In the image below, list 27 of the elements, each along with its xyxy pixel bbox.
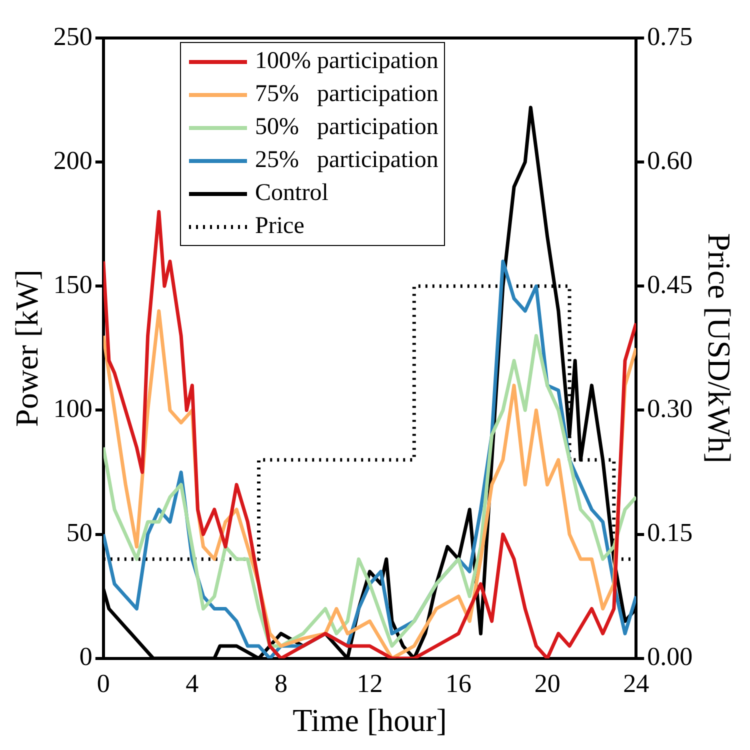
y2-tick-label: 0.00 [647, 642, 693, 672]
x-tick-label: 20 [534, 668, 560, 698]
y2-tick-label: 0.75 [647, 22, 693, 51]
y2-tick-label: 0.45 [647, 270, 693, 299]
y-tick-label: 150 [53, 270, 92, 299]
y-tick-label: 250 [53, 22, 92, 51]
legend-label: Price [255, 212, 304, 241]
x-tick-label: 4 [186, 668, 199, 698]
x-tick-label: 12 [356, 668, 383, 698]
y-tick-label: 50 [66, 518, 92, 548]
legend-label: 100% participation [255, 47, 438, 76]
x-tick-label: 16 [446, 668, 472, 698]
legend-label: 25% participation [255, 146, 438, 175]
y2-tick-label: 0.15 [647, 518, 693, 548]
legend-label: Control [255, 179, 328, 208]
x-tick-label: 8 [274, 668, 288, 698]
x-tick-label: 24 [623, 668, 650, 698]
y-tick-label: 200 [53, 146, 92, 175]
y-tick-label: 0 [79, 642, 92, 672]
legend-label: 75% participation [255, 80, 438, 109]
legend-label: 50% participation [255, 113, 438, 142]
y-tick-label: 100 [53, 394, 92, 424]
x-axis-title: Time [hour] [292, 702, 447, 738]
y2-tick-label: 0.60 [647, 146, 693, 175]
y-axis-title: Power [kW] [8, 270, 45, 427]
y2-tick-label: 0.30 [647, 394, 693, 424]
y2-axis-title: Price [USD/kWh] [701, 233, 738, 464]
